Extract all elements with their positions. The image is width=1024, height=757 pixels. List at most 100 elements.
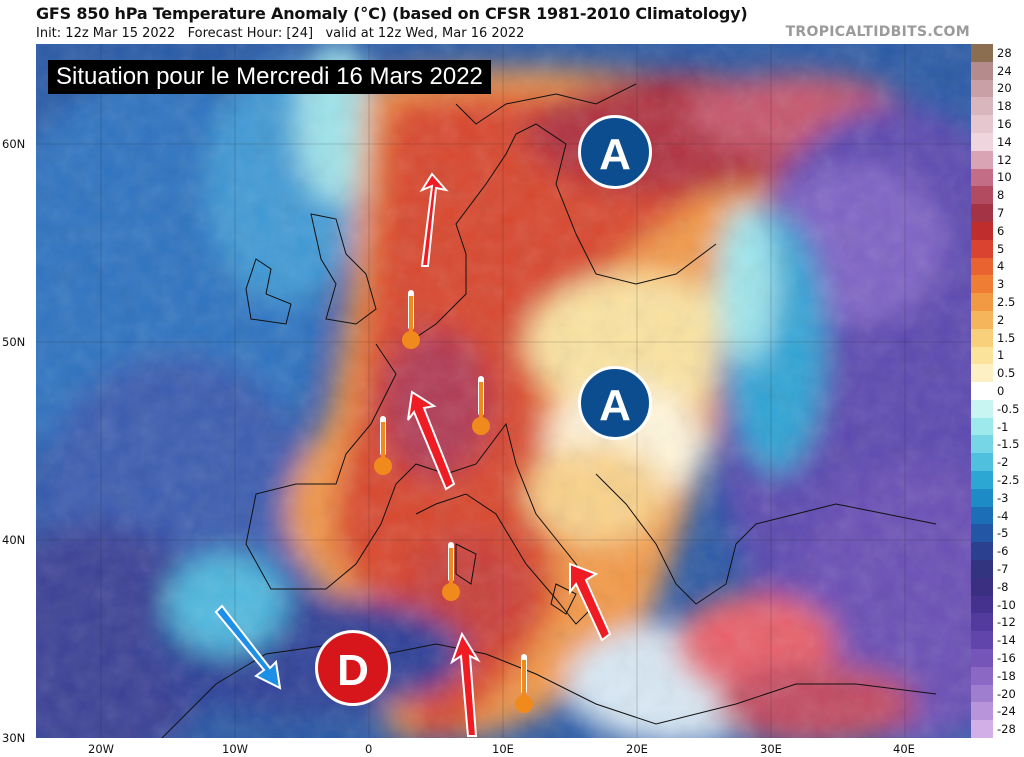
thermometer-icon [515,654,533,713]
legend-swatch [971,524,993,543]
legend-label: -5 [997,526,1009,541]
legend-swatch [971,471,993,490]
legend-swatch [971,488,993,508]
legend-swatch [971,132,993,152]
legend-label: -2 [997,455,1009,470]
legend-swatch [971,186,993,205]
legend-label: 24 [997,63,1012,78]
legend-swatch [971,97,993,116]
lon-label: 30E [760,742,782,756]
map-svg [36,44,971,738]
legend-label: 3 [997,277,1005,292]
legend-label: -4 [997,508,1009,523]
low-pressure-marker: D [315,630,391,706]
legend-label: -18 [997,668,1016,683]
legend-swatch [971,310,993,330]
anomaly-map [36,44,971,738]
legend-label: -20 [997,686,1016,701]
legend-swatch [971,613,993,632]
legend-swatch [971,453,993,472]
legend-label: 2.5 [997,295,1016,310]
legend-label: 5 [997,241,1005,256]
legend-swatch [971,506,993,525]
thermometer-icon [442,542,460,601]
legend-swatch [971,666,993,686]
legend-swatch [971,577,993,597]
legend-label: 8 [997,188,1005,203]
legend-swatch [971,631,993,650]
legend-label: -1.5 [997,437,1020,452]
lon-label: 20W [88,742,115,756]
legend-label: -2.5 [997,472,1020,487]
legend-swatch [971,542,993,561]
legend-label: -12 [997,615,1016,630]
legend-swatch [971,364,993,383]
brand-watermark: TROPICALTIDBITS.COM [785,24,970,40]
legend-label: 7 [997,206,1005,221]
legend-label: 0.5 [997,366,1016,381]
legend-swatch [971,417,993,436]
legend-swatch [971,684,993,703]
legend-swatch [971,649,993,668]
legend-label: -10 [997,597,1016,612]
thermometer-icon [472,376,490,435]
legend-label: 0 [997,384,1005,398]
init-time: Init: 12z Mar 15 2022 [36,26,176,41]
legend-swatch [971,150,993,170]
valid-time: valid at 12z Wed, Mar 16 2022 [325,26,525,41]
legend-label: -28 [997,722,1016,737]
legend-swatch [971,720,993,739]
legend-swatch [971,560,993,579]
lat-label: 50N [2,335,26,349]
forecast-hour: Forecast Hour: [24] [187,26,314,41]
lon-label: 40E [893,742,915,756]
legend-label: 14 [997,134,1012,149]
legend-label: 1.5 [997,330,1016,345]
legend-swatch [971,204,993,223]
legend-swatch [971,399,993,419]
legend-label: -24 [997,704,1016,719]
map-subtitle: Init: 12z Mar 15 2022 Forecast Hour: [24… [36,26,524,41]
legend-label: -3 [997,490,1009,505]
high-pressure-marker: A [578,115,652,189]
legend-label: -16 [997,650,1016,665]
legend-swatch [971,79,993,98]
warm-arrow-icon [407,390,456,491]
legend-label: -6 [997,544,1009,559]
header: GFS 850 hPa Temperature Anomaly (°C) (ba… [0,0,1024,44]
legend-label: -0.5 [997,401,1020,416]
legend-swatch [971,239,993,259]
legend-swatch [971,168,993,187]
legend-label: -1 [997,419,1009,434]
legend-swatch [971,115,993,134]
legend-label: 28 [997,45,1012,60]
lon-label: 10E [492,742,514,756]
lat-label: 30N [2,731,26,745]
legend-swatch [971,275,993,294]
warm-arrow-icon [450,631,481,737]
legend-label: 20 [997,81,1012,96]
high-pressure-marker: A [578,366,652,440]
cold-arrow-icon [214,604,282,690]
thermometer-icon [374,416,392,475]
legend-swatch [971,221,993,241]
warm-arrow-icon [419,172,449,267]
legend-swatch [971,44,993,63]
legend-swatch [971,595,993,614]
legend-swatch [971,702,993,721]
legend-swatch [971,257,993,276]
situation-banner: Situation pour le Mercredi 16 Mars 2022 [48,60,491,94]
lat-label: 40N [2,533,26,547]
legend-label: -14 [997,633,1016,648]
legend-label: 10 [997,170,1012,185]
lat-label: 60N [2,137,26,151]
lon-label: 20E [626,742,648,756]
legend-label: -7 [997,561,1009,576]
legend-swatch [971,293,993,312]
legend-label: 1 [997,348,1005,363]
legend-label: 4 [997,259,1005,274]
color-scale-legend [971,44,993,739]
legend-label: 6 [997,223,1005,238]
legend-swatch [971,61,993,81]
legend-label: -8 [997,579,1009,594]
